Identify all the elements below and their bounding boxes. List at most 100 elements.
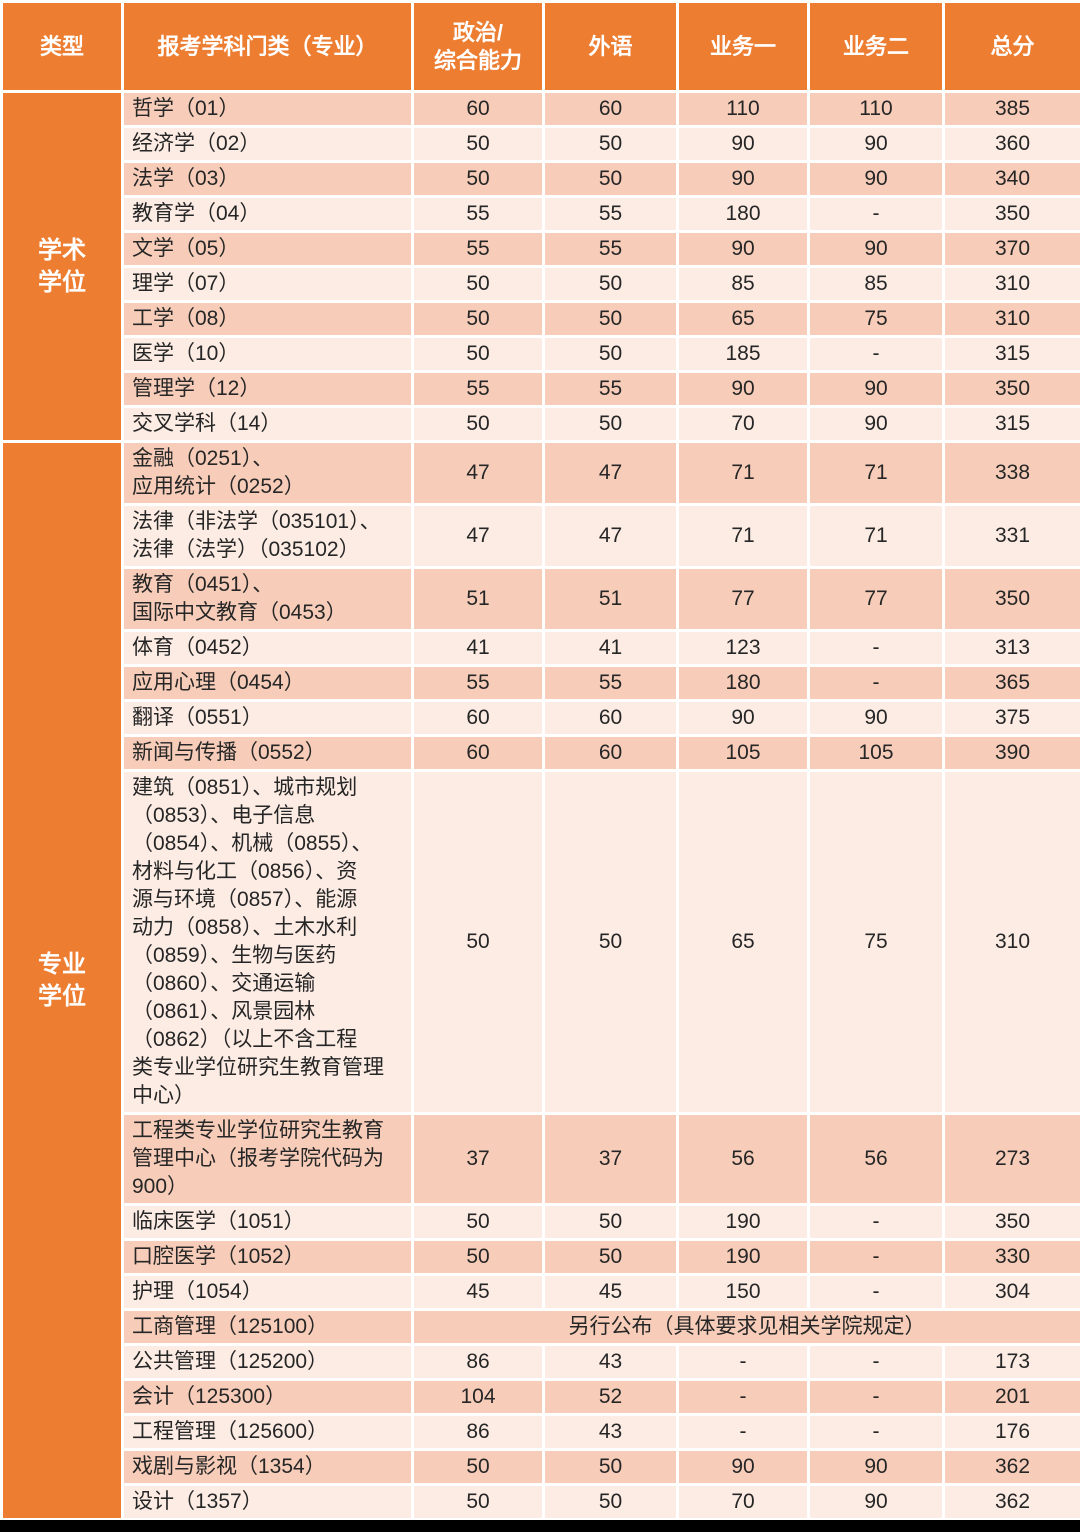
subject-cell: 设计（1357）: [124, 1486, 411, 1518]
subject-cell: 新闻与传播（0552）: [124, 737, 411, 769]
group-label-professional: 专业 学位: [3, 443, 121, 1518]
table-row: 体育（0452） 41 41 123-313: [124, 632, 1080, 664]
score-cell: 55: [545, 373, 676, 405]
subject-cell: 建筑（0851）、城市规划 （0853）、电子信息 （0854）、机械（0855…: [124, 772, 411, 1112]
score-cell: 350: [945, 569, 1080, 629]
score-cell: 90: [810, 128, 942, 160]
table-row: 法律（非法学（035101）、 法律（法学）（035102） 47 47 71 71 33…: [124, 506, 1080, 566]
score-cell: 50: [545, 408, 676, 440]
score-cell: 85: [679, 268, 807, 300]
score-cell: 60: [545, 93, 676, 125]
subject-cell: 工商管理（125100）: [124, 1311, 411, 1343]
score-cell: 55: [414, 373, 542, 405]
score-cell: -: [810, 632, 942, 664]
score-cell: -: [810, 1381, 942, 1413]
score-cell: 55: [414, 198, 542, 230]
subject-cell: 应用心理（0454）: [124, 667, 411, 699]
score-cell: 65: [679, 772, 807, 1112]
subject-cell: 管理学（12）: [124, 373, 411, 405]
header-type: 类型: [3, 3, 121, 90]
score-cell: 71: [679, 506, 807, 566]
score-cell: 55: [545, 198, 676, 230]
header-subject: 报考学科门类（专业）: [124, 3, 411, 90]
table-row: 法学（03） 50 50 90 90 340: [124, 163, 1080, 195]
score-cell: 90: [810, 373, 942, 405]
score-cell: 375: [945, 702, 1080, 734]
subject-cell: 护理（1054）: [124, 1276, 411, 1308]
score-cell: 90: [810, 1486, 942, 1518]
subject-cell: 金融（0251）、 应用统计（0252）: [124, 443, 411, 503]
score-cell: 60: [414, 737, 542, 769]
score-cell: 201: [945, 1381, 1080, 1413]
score-cell: -: [810, 1206, 942, 1238]
table-row: 文学（05） 55 55 90 90 370: [124, 233, 1080, 265]
table-row: 会计（125300） 104 52- -201: [124, 1381, 1080, 1413]
bottom-black-bar: [0, 1520, 1080, 1532]
score-cell: 47: [414, 506, 542, 566]
score-cell: 390: [945, 737, 1080, 769]
score-cell: 273: [945, 1115, 1080, 1203]
note-cell: 另行公布（具体要求见相关学院规定）: [414, 1311, 1080, 1343]
score-cell: 50: [545, 303, 676, 335]
score-cell: -: [679, 1381, 807, 1413]
score-cell: 330: [945, 1241, 1080, 1273]
score-cell: 50: [414, 1451, 542, 1483]
score-cell: 313: [945, 632, 1080, 664]
score-cell: 55: [414, 667, 542, 699]
score-cell: 90: [679, 233, 807, 265]
score-cell: 90: [679, 1451, 807, 1483]
score-cell: 41: [545, 632, 676, 664]
score-cell: 50: [414, 1241, 542, 1273]
table-row: 理学（07） 50 50 85 85 310: [124, 268, 1080, 300]
score-cell: 50: [414, 408, 542, 440]
score-cell: 50: [545, 1451, 676, 1483]
score-cell: 362: [945, 1451, 1080, 1483]
table-row: 工程类专业学位研究生教育 管理中心（报考学院代码为 900） 37 37 56 56 27…: [124, 1115, 1080, 1203]
score-cell: 90: [679, 163, 807, 195]
header-business2: 业务二: [810, 3, 942, 90]
score-cell: -: [810, 1416, 942, 1448]
score-cell: 385: [945, 93, 1080, 125]
score-cell: 310: [945, 772, 1080, 1112]
score-cell: -: [810, 198, 942, 230]
score-cell: 43: [545, 1346, 676, 1378]
score-cell: -: [810, 667, 942, 699]
score-cell: 90: [810, 233, 942, 265]
table-row: 教育学（04） 55 55 180-350: [124, 198, 1080, 230]
table-row: 戏剧与影视（1354） 50 50 90 90 362: [124, 1451, 1080, 1483]
score-cell: 176: [945, 1416, 1080, 1448]
score-cell: 150: [679, 1276, 807, 1308]
score-cell: 50: [414, 772, 542, 1112]
score-cell: 360: [945, 128, 1080, 160]
score-cell: 180: [679, 198, 807, 230]
subject-cell: 经济学（02）: [124, 128, 411, 160]
score-cell: 90: [810, 1451, 942, 1483]
score-cell: 50: [545, 268, 676, 300]
subject-cell: 戏剧与影视（1354）: [124, 1451, 411, 1483]
score-cell: -: [679, 1346, 807, 1378]
score-cell: 370: [945, 233, 1080, 265]
score-cell: 50: [545, 128, 676, 160]
score-cell: 85: [810, 268, 942, 300]
score-cell: 60: [545, 702, 676, 734]
score-cell: 50: [545, 163, 676, 195]
score-cell: 55: [545, 667, 676, 699]
score-cell: 55: [414, 233, 542, 265]
score-cell: 90: [679, 128, 807, 160]
score-cell: 350: [945, 373, 1080, 405]
score-cell: 50: [414, 1486, 542, 1518]
table-row: 交叉学科（14） 50 50 70 90 315: [124, 408, 1080, 440]
group-professional: 专业 学位 金融（0251）、 应用统计（0252） 47 47 71 71 338 法律（非…: [3, 443, 1080, 1518]
header-business1: 业务一: [679, 3, 807, 90]
group-rows-academic: 哲学（01） 60 60 110 110 385 经济学（02） 50 50 90 90 360 法学（…: [124, 93, 1080, 440]
subject-cell: 会计（125300）: [124, 1381, 411, 1413]
score-cell: -: [810, 338, 942, 370]
subject-cell: 医学（10）: [124, 338, 411, 370]
table-row: 经济学（02） 50 50 90 90 360: [124, 128, 1080, 160]
score-cell: 350: [945, 1206, 1080, 1238]
score-cell: 51: [414, 569, 542, 629]
table-row: 哲学（01） 60 60 110 110 385: [124, 93, 1080, 125]
score-cell: 90: [679, 702, 807, 734]
score-cell: 56: [679, 1115, 807, 1203]
score-cell: -: [810, 1346, 942, 1378]
